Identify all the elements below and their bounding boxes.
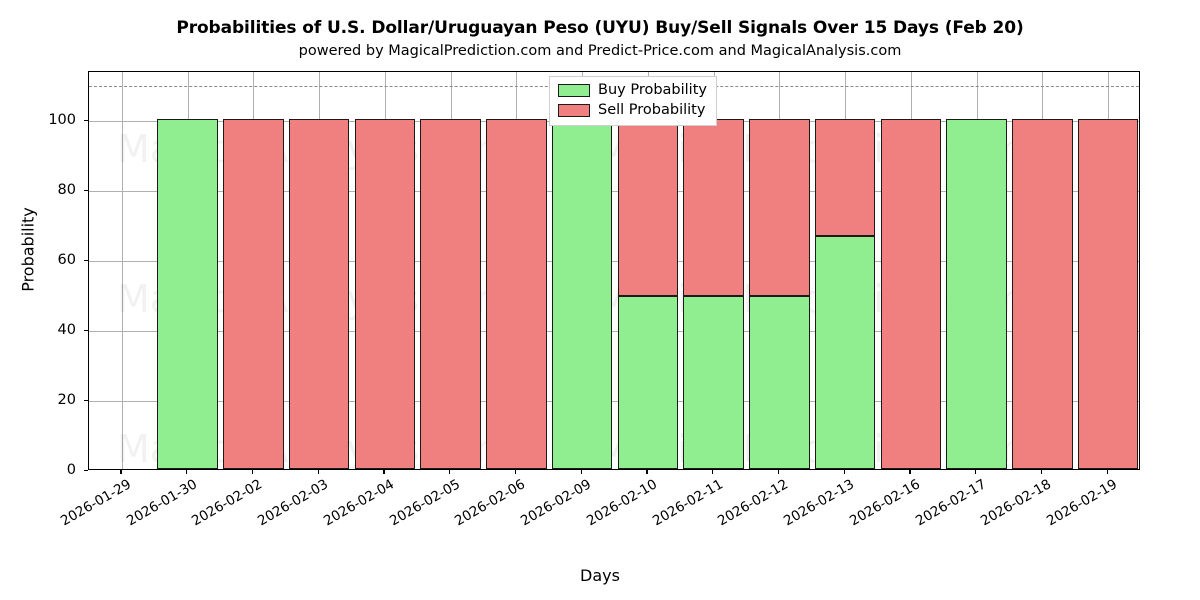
- bar-segment-buy[interactable]: [749, 295, 810, 469]
- bar-segment-buy[interactable]: [946, 119, 1007, 469]
- gridline-h: [89, 191, 1139, 192]
- chart-subtitle: powered by MagicalPrediction.com and Pre…: [298, 43, 902, 59]
- legend-swatch-buy: [558, 84, 590, 97]
- gridline-h: [89, 331, 1139, 332]
- bar-segment-sell[interactable]: [223, 119, 284, 469]
- bar-segment-sell[interactable]: [288, 119, 350, 469]
- x-tick-mark: [777, 470, 780, 474]
- bar-column[interactable]: [354, 72, 416, 469]
- x-tick-mark: [514, 470, 517, 474]
- x-tick-mark: [186, 470, 188, 474]
- x-tick-mark: [251, 470, 254, 474]
- bar-column[interactable]: [551, 72, 613, 469]
- bar-column[interactable]: [157, 72, 218, 469]
- legend-label-sell: Sell Probability: [598, 102, 706, 119]
- x-tick-mark: [975, 470, 977, 474]
- bar-column[interactable]: [880, 72, 942, 469]
- y-tick-label: 0: [66, 462, 76, 478]
- bar-column[interactable]: [288, 72, 350, 469]
- bar-segment-buy[interactable]: [551, 119, 613, 469]
- x-tick-mark: [383, 470, 385, 474]
- bar-segment-sell[interactable]: [749, 119, 810, 296]
- y-tick-mark: [84, 119, 88, 121]
- bar-segment-buy[interactable]: [683, 295, 744, 469]
- y-tick-label: 20: [57, 392, 76, 408]
- x-tick-mark: [646, 470, 648, 474]
- x-axis-label: Days: [580, 566, 620, 585]
- gridline-h: [89, 261, 1139, 262]
- chart-title: Probabilities of U.S. Dollar/Uruguayan P…: [176, 18, 1024, 38]
- bar-segment-sell[interactable]: [617, 119, 679, 296]
- bar-segment-sell[interactable]: [814, 119, 876, 237]
- bar-column[interactable]: [946, 72, 1007, 469]
- bar-segment-sell[interactable]: [1077, 119, 1139, 469]
- bar-segment-buy[interactable]: [617, 295, 679, 469]
- y-tick-label: 80: [57, 182, 76, 198]
- y-tick-mark: [84, 469, 88, 471]
- chart-legend[interactable]: Buy Probability Sell Probability: [549, 76, 717, 126]
- y-tick-label: 40: [57, 322, 76, 338]
- gridline-v: [122, 72, 123, 469]
- bar-column[interactable]: [617, 72, 679, 469]
- gridline-h: [89, 401, 1139, 402]
- bar-column[interactable]: [486, 72, 547, 469]
- y-tick-mark: [84, 189, 88, 191]
- bar-column[interactable]: [749, 72, 810, 469]
- bar-segment-buy[interactable]: [157, 119, 218, 469]
- x-tick-mark: [317, 470, 319, 474]
- y-tick-label: 100: [48, 112, 76, 128]
- plot-area: MagicalAnalysis.comMagicalPrediction.com…: [88, 71, 1140, 470]
- y-tick-mark: [84, 259, 88, 261]
- x-tick-mark: [580, 470, 582, 474]
- x-tick-mark: [712, 470, 714, 474]
- bar-column[interactable]: [223, 72, 284, 469]
- y-tick-label: 60: [57, 252, 76, 268]
- x-tick-mark: [909, 470, 911, 474]
- bar-column[interactable]: [1077, 72, 1139, 469]
- bar-column[interactable]: [420, 72, 481, 469]
- bar-column[interactable]: [683, 72, 744, 469]
- legend-item-buy[interactable]: Buy Probability: [558, 82, 707, 99]
- x-tick-mark: [843, 470, 845, 474]
- x-tick-mark: [1040, 470, 1043, 474]
- legend-swatch-sell: [558, 104, 590, 117]
- bar-segment-sell[interactable]: [683, 119, 744, 296]
- y-tick-mark: [84, 399, 88, 401]
- x-tick-mark: [120, 470, 122, 474]
- legend-label-buy: Buy Probability: [598, 82, 707, 99]
- y-tick-mark: [84, 329, 88, 331]
- bar-segment-sell[interactable]: [354, 119, 416, 469]
- x-tick-mark: [1106, 470, 1108, 474]
- x-tick-mark: [449, 470, 451, 474]
- legend-item-sell[interactable]: Sell Probability: [558, 102, 707, 119]
- bar-column[interactable]: [814, 72, 876, 469]
- bar-segment-buy[interactable]: [814, 236, 876, 469]
- bar-segment-sell[interactable]: [486, 119, 547, 469]
- y-axis-label: Probability: [18, 207, 38, 292]
- bar-column[interactable]: [1012, 72, 1073, 469]
- bar-segment-sell[interactable]: [880, 119, 942, 469]
- bar-segment-sell[interactable]: [1012, 119, 1073, 469]
- bar-segment-sell[interactable]: [420, 119, 481, 469]
